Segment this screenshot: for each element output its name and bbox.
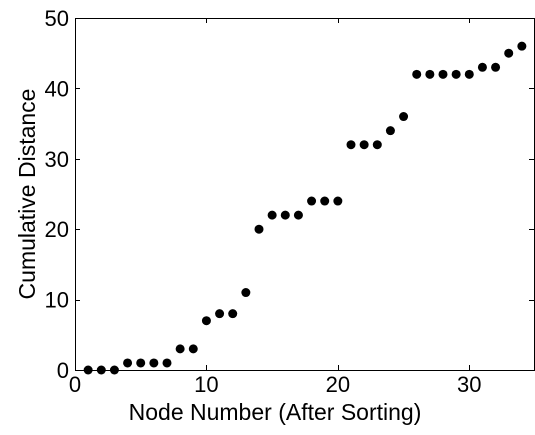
data-point: [109, 365, 119, 375]
axis-ticks: [75, 18, 534, 371]
data-point: [399, 112, 409, 122]
y-tick-label: 20: [45, 217, 69, 242]
data-point: [123, 358, 133, 368]
data-point: [412, 69, 422, 79]
x-tick-label: 30: [457, 372, 481, 397]
data-point: [149, 358, 159, 368]
data-point: [346, 140, 356, 150]
x-axis-label: Node Number (After Sorting): [129, 399, 422, 425]
data-point: [491, 62, 501, 72]
data-point: [504, 48, 514, 58]
x-tick-label: 0: [69, 372, 81, 397]
data-point: [359, 140, 369, 150]
data-point: [464, 69, 474, 79]
data-point: [438, 69, 448, 79]
y-axis-label: Cumulative Distance: [14, 89, 40, 300]
data-point: [136, 358, 146, 368]
data-point: [372, 140, 382, 150]
data-point: [188, 344, 198, 354]
axis-tick-labels: 0 10 20 30 0 10 20 30 40 50: [45, 6, 482, 397]
data-point: [228, 309, 238, 319]
data-point: [175, 344, 185, 354]
data-point: [293, 210, 303, 220]
data-point: [477, 62, 487, 72]
data-point: [385, 126, 395, 136]
data-point: [241, 288, 251, 298]
y-tick-label: 50: [45, 6, 69, 31]
data-point: [307, 196, 317, 206]
data-point: [215, 309, 225, 319]
plot-area-frame: [75, 18, 535, 371]
data-point: [280, 210, 290, 220]
data-point: [451, 69, 461, 79]
data-point: [267, 210, 277, 220]
y-tick-label: 10: [45, 288, 69, 313]
data-point: [333, 196, 343, 206]
y-tick-label: 0: [57, 358, 69, 383]
data-point: [201, 316, 211, 326]
data-point: [254, 224, 264, 234]
data-point: [425, 69, 435, 79]
x-tick-label: 20: [326, 372, 350, 397]
data-point: [162, 358, 172, 368]
y-tick-label: 40: [45, 76, 69, 101]
data-point: [517, 41, 527, 51]
y-tick-label: 30: [45, 147, 69, 172]
data-points: [83, 41, 527, 375]
data-point: [320, 196, 330, 206]
x-tick-label: 10: [194, 372, 218, 397]
data-point: [83, 365, 93, 375]
data-point: [96, 365, 106, 375]
